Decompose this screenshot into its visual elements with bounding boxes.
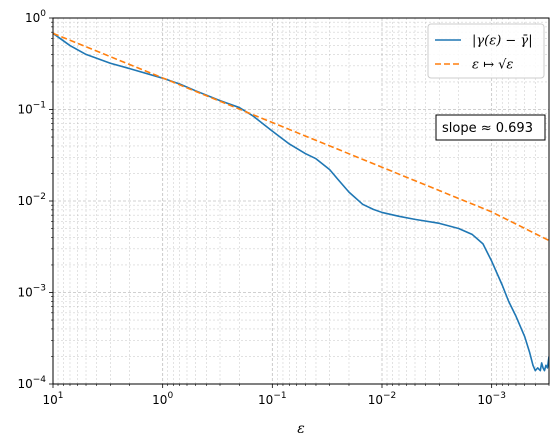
y-tick-label: 10−3 xyxy=(17,284,46,300)
legend-label-series-2: ε ↦ √ε xyxy=(472,58,513,73)
axis-ticks xyxy=(49,17,550,388)
slope-annotation-box xyxy=(435,114,546,141)
y-tick-label: 10−1 xyxy=(17,101,46,117)
y-tick-label: 10−4 xyxy=(17,375,46,391)
tick-labels: 101 100 10−1 10−2 10−3 10−4 10−3 10−2 10−1 100 xyxy=(17,9,506,407)
slope-annotation: slope ≈ 0.693 xyxy=(435,114,546,141)
minor-grid xyxy=(53,18,550,384)
legend: |γ(ε) − γ̄| ε ↦ √ε xyxy=(427,23,545,79)
legend-label-series-1: |γ(ε) − γ̄| xyxy=(472,34,533,49)
plot-lines xyxy=(53,32,549,372)
slope-annotation-text: slope ≈ 0.693 xyxy=(442,121,533,136)
x-tick-label: 10−2 xyxy=(368,391,397,407)
x-tick-label: 100 xyxy=(152,391,173,407)
x-tick-label: 10−1 xyxy=(258,391,287,407)
x-tick-label: 101 xyxy=(42,391,63,407)
x-axis-label: ε xyxy=(297,421,305,437)
x-tick-label: 10−3 xyxy=(477,391,506,407)
y-tick-label: 10−2 xyxy=(17,192,46,208)
y-tick-label: 100 xyxy=(25,9,46,25)
